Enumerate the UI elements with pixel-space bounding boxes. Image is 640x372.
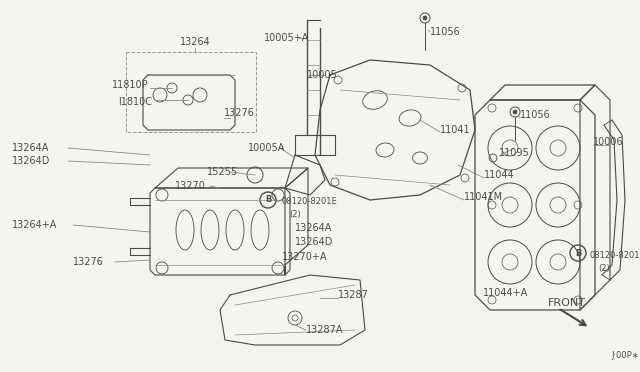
Text: 13264: 13264 bbox=[180, 37, 211, 47]
Text: 13287A: 13287A bbox=[306, 325, 344, 335]
Text: (2): (2) bbox=[289, 211, 301, 219]
Text: B: B bbox=[575, 248, 581, 257]
Text: 13276: 13276 bbox=[224, 108, 255, 118]
Circle shape bbox=[513, 110, 517, 114]
Text: 11056: 11056 bbox=[520, 110, 551, 120]
Text: (2): (2) bbox=[598, 263, 610, 273]
Text: 13270: 13270 bbox=[175, 181, 206, 191]
Text: 13264A: 13264A bbox=[295, 223, 332, 233]
Text: 11095: 11095 bbox=[499, 148, 530, 158]
Text: FRONT: FRONT bbox=[548, 298, 586, 308]
Text: 08120-8201E: 08120-8201E bbox=[590, 250, 640, 260]
Text: B: B bbox=[265, 196, 271, 205]
Text: 10005+A: 10005+A bbox=[264, 33, 309, 43]
Text: 13270+A: 13270+A bbox=[282, 252, 328, 262]
Text: 10005: 10005 bbox=[307, 70, 338, 80]
Text: 11041: 11041 bbox=[440, 125, 470, 135]
Text: 11056: 11056 bbox=[430, 27, 461, 37]
Text: l1810C: l1810C bbox=[118, 97, 152, 107]
Text: 10006: 10006 bbox=[593, 137, 623, 147]
Text: 13276: 13276 bbox=[73, 257, 104, 267]
Text: 11044+A: 11044+A bbox=[483, 288, 528, 298]
Text: 15255: 15255 bbox=[207, 167, 238, 177]
Text: 13264D: 13264D bbox=[12, 156, 51, 166]
Circle shape bbox=[423, 16, 427, 20]
Text: 11041M: 11041M bbox=[464, 192, 503, 202]
Text: 13264+A: 13264+A bbox=[12, 220, 58, 230]
Text: J·00P∗: J·00P∗ bbox=[611, 352, 639, 360]
Text: 13287: 13287 bbox=[338, 290, 369, 300]
Text: 13264D: 13264D bbox=[295, 237, 333, 247]
Text: 11810P: 11810P bbox=[112, 80, 148, 90]
Text: 08120-8201E: 08120-8201E bbox=[282, 198, 338, 206]
Text: 13264A: 13264A bbox=[12, 143, 49, 153]
Text: 11044: 11044 bbox=[484, 170, 515, 180]
Text: 10005A: 10005A bbox=[248, 143, 285, 153]
